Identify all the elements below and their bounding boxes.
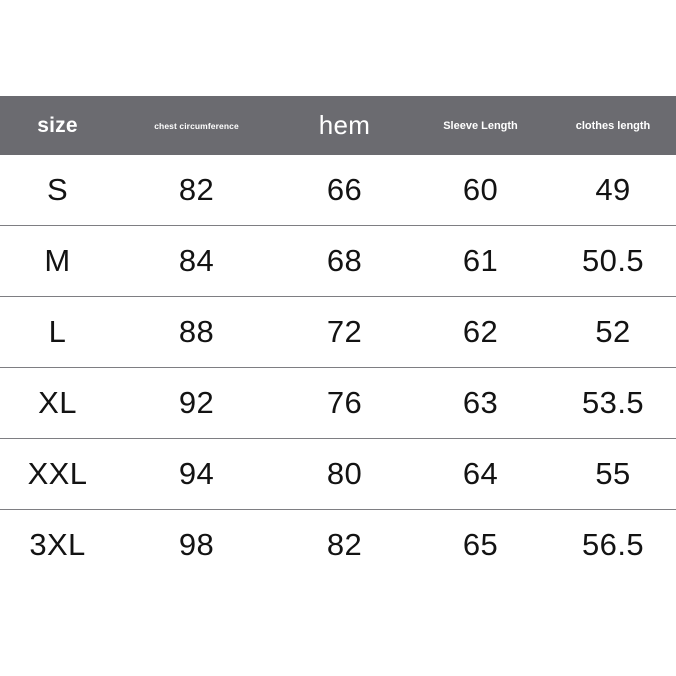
column-header-hem: hem — [318, 110, 371, 140]
cell-sleeve: 64 — [462, 456, 499, 491]
cell-size: 3XL — [29, 527, 86, 562]
cell-chest: 98 — [178, 527, 215, 562]
column-header-clothes-length: clothes length — [575, 119, 651, 132]
table-row: XXL 94 80 64 55 — [0, 438, 676, 509]
table-row: 3XL 98 82 65 56.5 — [0, 509, 676, 580]
cell-sleeve: 61 — [462, 243, 499, 278]
cell-chest: 84 — [178, 243, 215, 278]
cell-hem: 76 — [326, 385, 363, 420]
cell-hem: 80 — [326, 456, 363, 491]
table-row: M 84 68 61 50.5 — [0, 225, 676, 296]
cell-sleeve: 60 — [462, 172, 499, 207]
cell-size: L — [48, 314, 67, 349]
cell-chest: 92 — [178, 385, 215, 420]
cell-clothes: 56.5 — [582, 527, 644, 562]
cell-clothes: 55 — [595, 456, 631, 491]
cell-chest: 94 — [178, 456, 215, 491]
cell-hem: 66 — [326, 172, 363, 207]
cell-clothes: 53.5 — [582, 385, 644, 420]
cell-sleeve: 65 — [462, 527, 499, 562]
table-row: XL 92 76 63 53.5 — [0, 367, 676, 438]
cell-size: XL — [38, 385, 77, 420]
table-row: L 88 72 62 52 — [0, 296, 676, 367]
table-body: S 82 66 60 49 M 84 68 61 50.5 L 88 72 62… — [0, 155, 676, 580]
column-header-chest-circumference: chest circumference — [154, 120, 239, 131]
cell-clothes: 50.5 — [582, 243, 644, 278]
cell-clothes: 49 — [595, 172, 631, 207]
cell-hem: 68 — [326, 243, 363, 278]
table-header-row: size chest circumference hem Sleeve Leng… — [0, 96, 676, 155]
cell-sleeve: 62 — [462, 314, 499, 349]
column-header-size: size — [37, 113, 78, 137]
cell-size: M — [44, 243, 71, 278]
cell-size: S — [46, 172, 69, 207]
cell-sleeve: 63 — [462, 385, 499, 420]
cell-chest: 88 — [178, 314, 215, 349]
cell-chest: 82 — [178, 172, 215, 207]
cell-size: XXL — [27, 456, 88, 491]
cell-hem: 72 — [326, 314, 363, 349]
cell-clothes: 52 — [595, 314, 631, 349]
table-row: S 82 66 60 49 — [0, 155, 676, 225]
cell-hem: 82 — [326, 527, 363, 562]
column-header-sleeve-length: Sleeve Length — [443, 119, 518, 132]
